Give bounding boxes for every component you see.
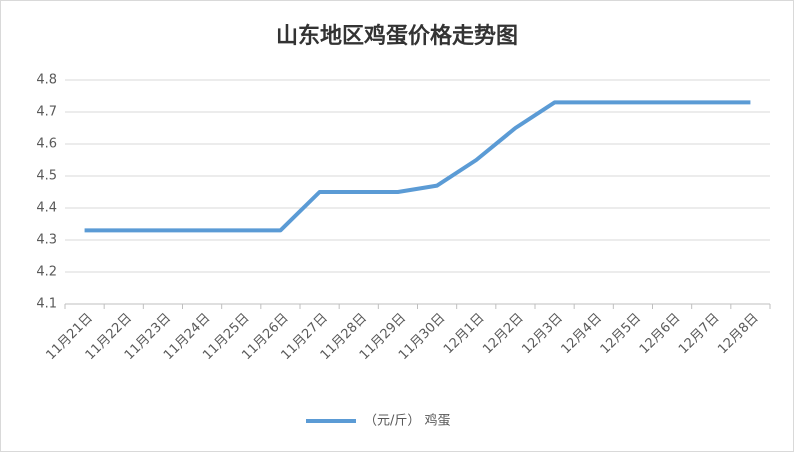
y-tick-label: 4.8 <box>36 73 57 88</box>
legend-label: （元/斤） 鸡蛋 <box>364 413 451 429</box>
y-tick-label: 4.4 <box>36 201 57 216</box>
y-tick-label: 4.3 <box>36 233 57 248</box>
y-tick-label: 4.2 <box>36 265 57 280</box>
y-tick-label: 4.1 <box>36 297 57 312</box>
y-tick-label: 4.5 <box>36 169 57 184</box>
y-tick-label: 4.7 <box>36 105 57 120</box>
series-line <box>84 100 751 233</box>
y-tick-label: 4.6 <box>36 137 57 152</box>
chart-title: 山东地区鸡蛋价格走势图 <box>276 23 518 49</box>
